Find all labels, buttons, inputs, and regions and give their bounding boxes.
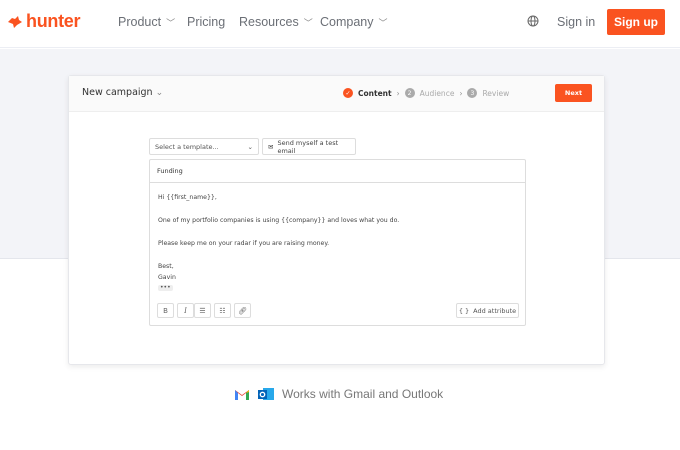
bullet-list-icon[interactable]: ☰ [194,303,211,318]
email-editor: Funding Hi {{first_name}}, One of my por… [149,159,526,326]
nav-label: Product [118,15,162,29]
nav-company[interactable]: Company ﹀ [320,15,388,29]
nav-label: Pricing [187,15,226,29]
sign-up-button[interactable]: Sign up [607,9,665,35]
show-more-button[interactable]: ••• [158,284,173,291]
body-line: Please keep me on your radar if you are … [158,240,330,247]
nav-resources[interactable]: Resources ﹀ [239,15,313,29]
step-review[interactable]: Review [482,88,510,98]
step-audience[interactable]: Audience [419,88,455,98]
brand-name: hunter [26,11,81,31]
chevron-down-icon: ⌄ [247,143,253,151]
braces-icon: { } [458,306,470,315]
send-test-email-button[interactable]: ✉ Send myself a test email [262,138,356,155]
nav-label: Resources [239,15,299,29]
step-content[interactable]: Content [358,88,392,98]
campaign-title: New campaign [82,87,153,98]
outlook-icon [258,388,274,400]
globe-icon[interactable] [527,15,539,27]
integrations-note: Works with Gmail and Outlook [234,386,443,402]
fox-icon [8,15,22,28]
next-button[interactable]: Next [555,84,592,102]
body-line: Gavin [158,274,176,281]
chevron-right-icon: › [396,88,400,98]
send-test-label: Send myself a test email [277,138,339,155]
subject-field[interactable]: Funding [150,160,525,183]
body-line: Hi {{first_name}}, [158,194,217,201]
top-nav: hunter Product ﹀ Pricing Resources ﹀ Compa… [0,0,680,48]
sign-in-label: Sign in [557,15,596,29]
chevron-down-icon: ﹀ [303,17,313,28]
body-line: One of my portfolio companies is using {… [158,217,400,224]
chevron-down-icon: ⌄ [155,88,164,98]
nav-pricing[interactable]: Pricing [187,15,225,29]
add-attribute-label: Add attribute [473,306,517,315]
stepper: ✓ Content › 2 Audience › 3 Review [343,88,509,98]
template-placeholder: Select a template... [155,143,219,151]
numbered-list-icon[interactable]: ☷ [214,303,231,318]
body-line: Best, [158,263,174,270]
italic-button[interactable]: I [177,303,194,318]
template-select[interactable]: Select a template... ⌄ [149,138,259,155]
step-number: 3 [467,88,478,98]
bold-button[interactable]: B [157,303,174,318]
campaign-title-dropdown[interactable]: New campaign ⌄ [82,87,163,98]
chevron-down-icon: ﹀ [378,17,388,28]
step-number: 2 [404,88,415,98]
nav-product[interactable]: Product ﹀ [118,15,175,29]
gmail-icon [235,390,249,400]
check-icon: ✓ [343,88,353,98]
works-with-text: Works with Gmail and Outlook [282,387,444,401]
sign-in-link[interactable]: Sign in [557,15,595,29]
add-attribute-button[interactable]: { } Add attribute [456,303,519,318]
chevron-down-icon: ﹀ [166,17,176,28]
nav-label: Company [320,15,374,29]
envelope-icon: ✉ [268,142,274,151]
hunter-logo[interactable]: hunter [8,11,81,32]
chevron-right-icon: › [459,88,463,98]
link-icon[interactable]: 🔗︎ [234,303,251,318]
